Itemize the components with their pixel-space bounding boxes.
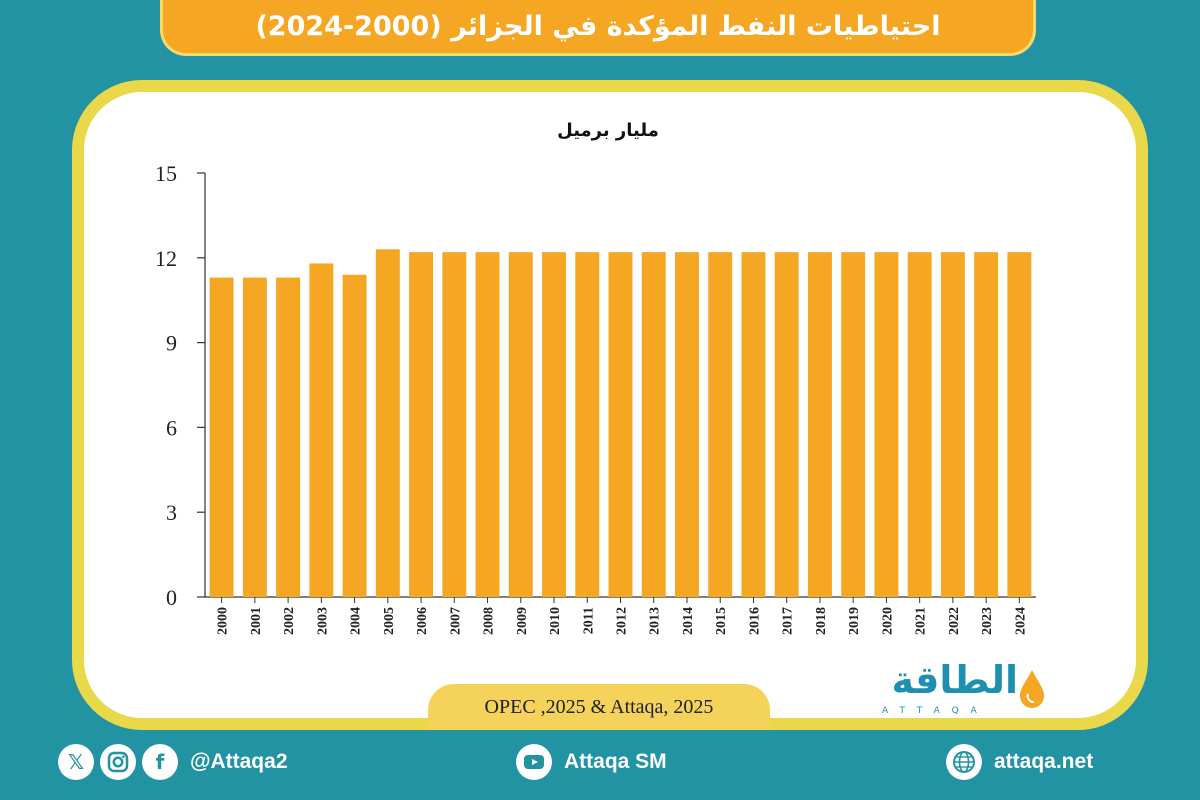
x-tick-label: 2009: [515, 607, 530, 635]
x-tick-label: 2019: [847, 607, 862, 635]
bar: [409, 252, 434, 597]
x-tick-label: 2002: [282, 607, 297, 635]
bar: [276, 277, 301, 597]
bar: [741, 252, 766, 597]
footer: 𝕏 f @Attaqa2 Attaqa SM attaqa.net: [0, 740, 1200, 790]
bar: [974, 252, 999, 597]
bar: [675, 252, 699, 597]
x-tick-label: 2015: [714, 607, 729, 635]
x-tick-label: 2018: [814, 607, 829, 635]
website-url[interactable]: attaqa.net: [994, 750, 1094, 773]
x-tick-label: 2016: [747, 607, 762, 635]
bar: [708, 252, 733, 597]
bar: [442, 252, 467, 597]
website-link[interactable]: attaqa.net: [946, 744, 1093, 780]
bar: [575, 252, 600, 597]
bar: [342, 274, 367, 597]
youtube-link[interactable]: Attaqa SM: [516, 744, 667, 780]
x-tick-label: 2000: [216, 607, 231, 635]
bar: [1007, 252, 1032, 597]
x-tick-label: 2022: [947, 607, 962, 635]
x-tick-label: 2006: [415, 607, 430, 635]
bar: [774, 252, 799, 597]
bar: [940, 252, 965, 597]
y-tick-label: 9: [166, 331, 177, 356]
x-tick-label: 2005: [382, 607, 397, 635]
x-tick-label: 2003: [315, 607, 330, 635]
bar: [641, 252, 666, 597]
globe-icon[interactable]: [946, 744, 982, 780]
youtube-icon[interactable]: [516, 744, 552, 780]
bar: [209, 277, 234, 597]
logo-text: الطاقة: [891, 658, 1018, 702]
y-tick-label: 6: [166, 415, 177, 440]
logo-subtext: ATTAQA: [882, 706, 989, 716]
facebook-icon[interactable]: f: [142, 744, 178, 780]
bar: [508, 252, 533, 597]
y-tick-label: 3: [166, 500, 177, 525]
social-handle[interactable]: @Attaqa2: [190, 750, 288, 773]
bar: [475, 252, 500, 597]
x-tick-label: 2017: [781, 607, 796, 635]
oil-drop-icon: [1020, 670, 1044, 708]
title-bar: احتياطيات النفط المؤكدة في الجزائر (2000…: [160, 0, 1036, 56]
youtube-channel[interactable]: Attaqa SM: [564, 750, 667, 773]
bar: [807, 252, 832, 597]
x-tick-label: 2023: [980, 607, 995, 635]
source-text: OPEC ,2025 & Attaqa, 2025: [484, 695, 714, 718]
bar: [907, 252, 932, 597]
x-tick-label: 2012: [615, 607, 630, 635]
social-links: 𝕏 f @Attaqa2: [58, 744, 288, 780]
bar: [608, 252, 633, 597]
x-tick-label: 2020: [880, 607, 895, 635]
x-tick-label: 2001: [249, 607, 264, 635]
y-tick-label: 15: [155, 161, 177, 186]
x-tick-label: 2021: [914, 607, 929, 635]
x-tick-label: 2008: [482, 607, 497, 635]
bar: [309, 263, 334, 597]
bar: [542, 252, 566, 597]
y-tick-label: 0: [166, 585, 177, 610]
x-tick-label: 2007: [448, 607, 463, 635]
bar: [242, 277, 267, 597]
bar: [375, 249, 400, 597]
x-tick-label: 2024: [1013, 607, 1028, 635]
x-tick-label: 2013: [648, 607, 663, 635]
attaqa-logo: الطاقة ATTAQA: [872, 658, 1052, 718]
x-tick-label: 2014: [681, 607, 696, 635]
y-axis-unit-label: مليار برميل: [557, 120, 659, 141]
x-tick-label: 2011: [581, 607, 596, 634]
bar: [841, 252, 866, 597]
instagram-icon[interactable]: [100, 744, 136, 780]
bar: [874, 252, 899, 597]
x-tick-label: 2004: [349, 607, 364, 635]
x-tick-label: 2010: [548, 607, 563, 635]
y-tick-label: 12: [155, 246, 177, 271]
chart-title: احتياطيات النفط المؤكدة في الجزائر (2000…: [255, 11, 941, 42]
source-tab: OPEC ,2025 & Attaqa, 2025: [428, 684, 770, 730]
x-icon[interactable]: 𝕏: [58, 744, 94, 780]
